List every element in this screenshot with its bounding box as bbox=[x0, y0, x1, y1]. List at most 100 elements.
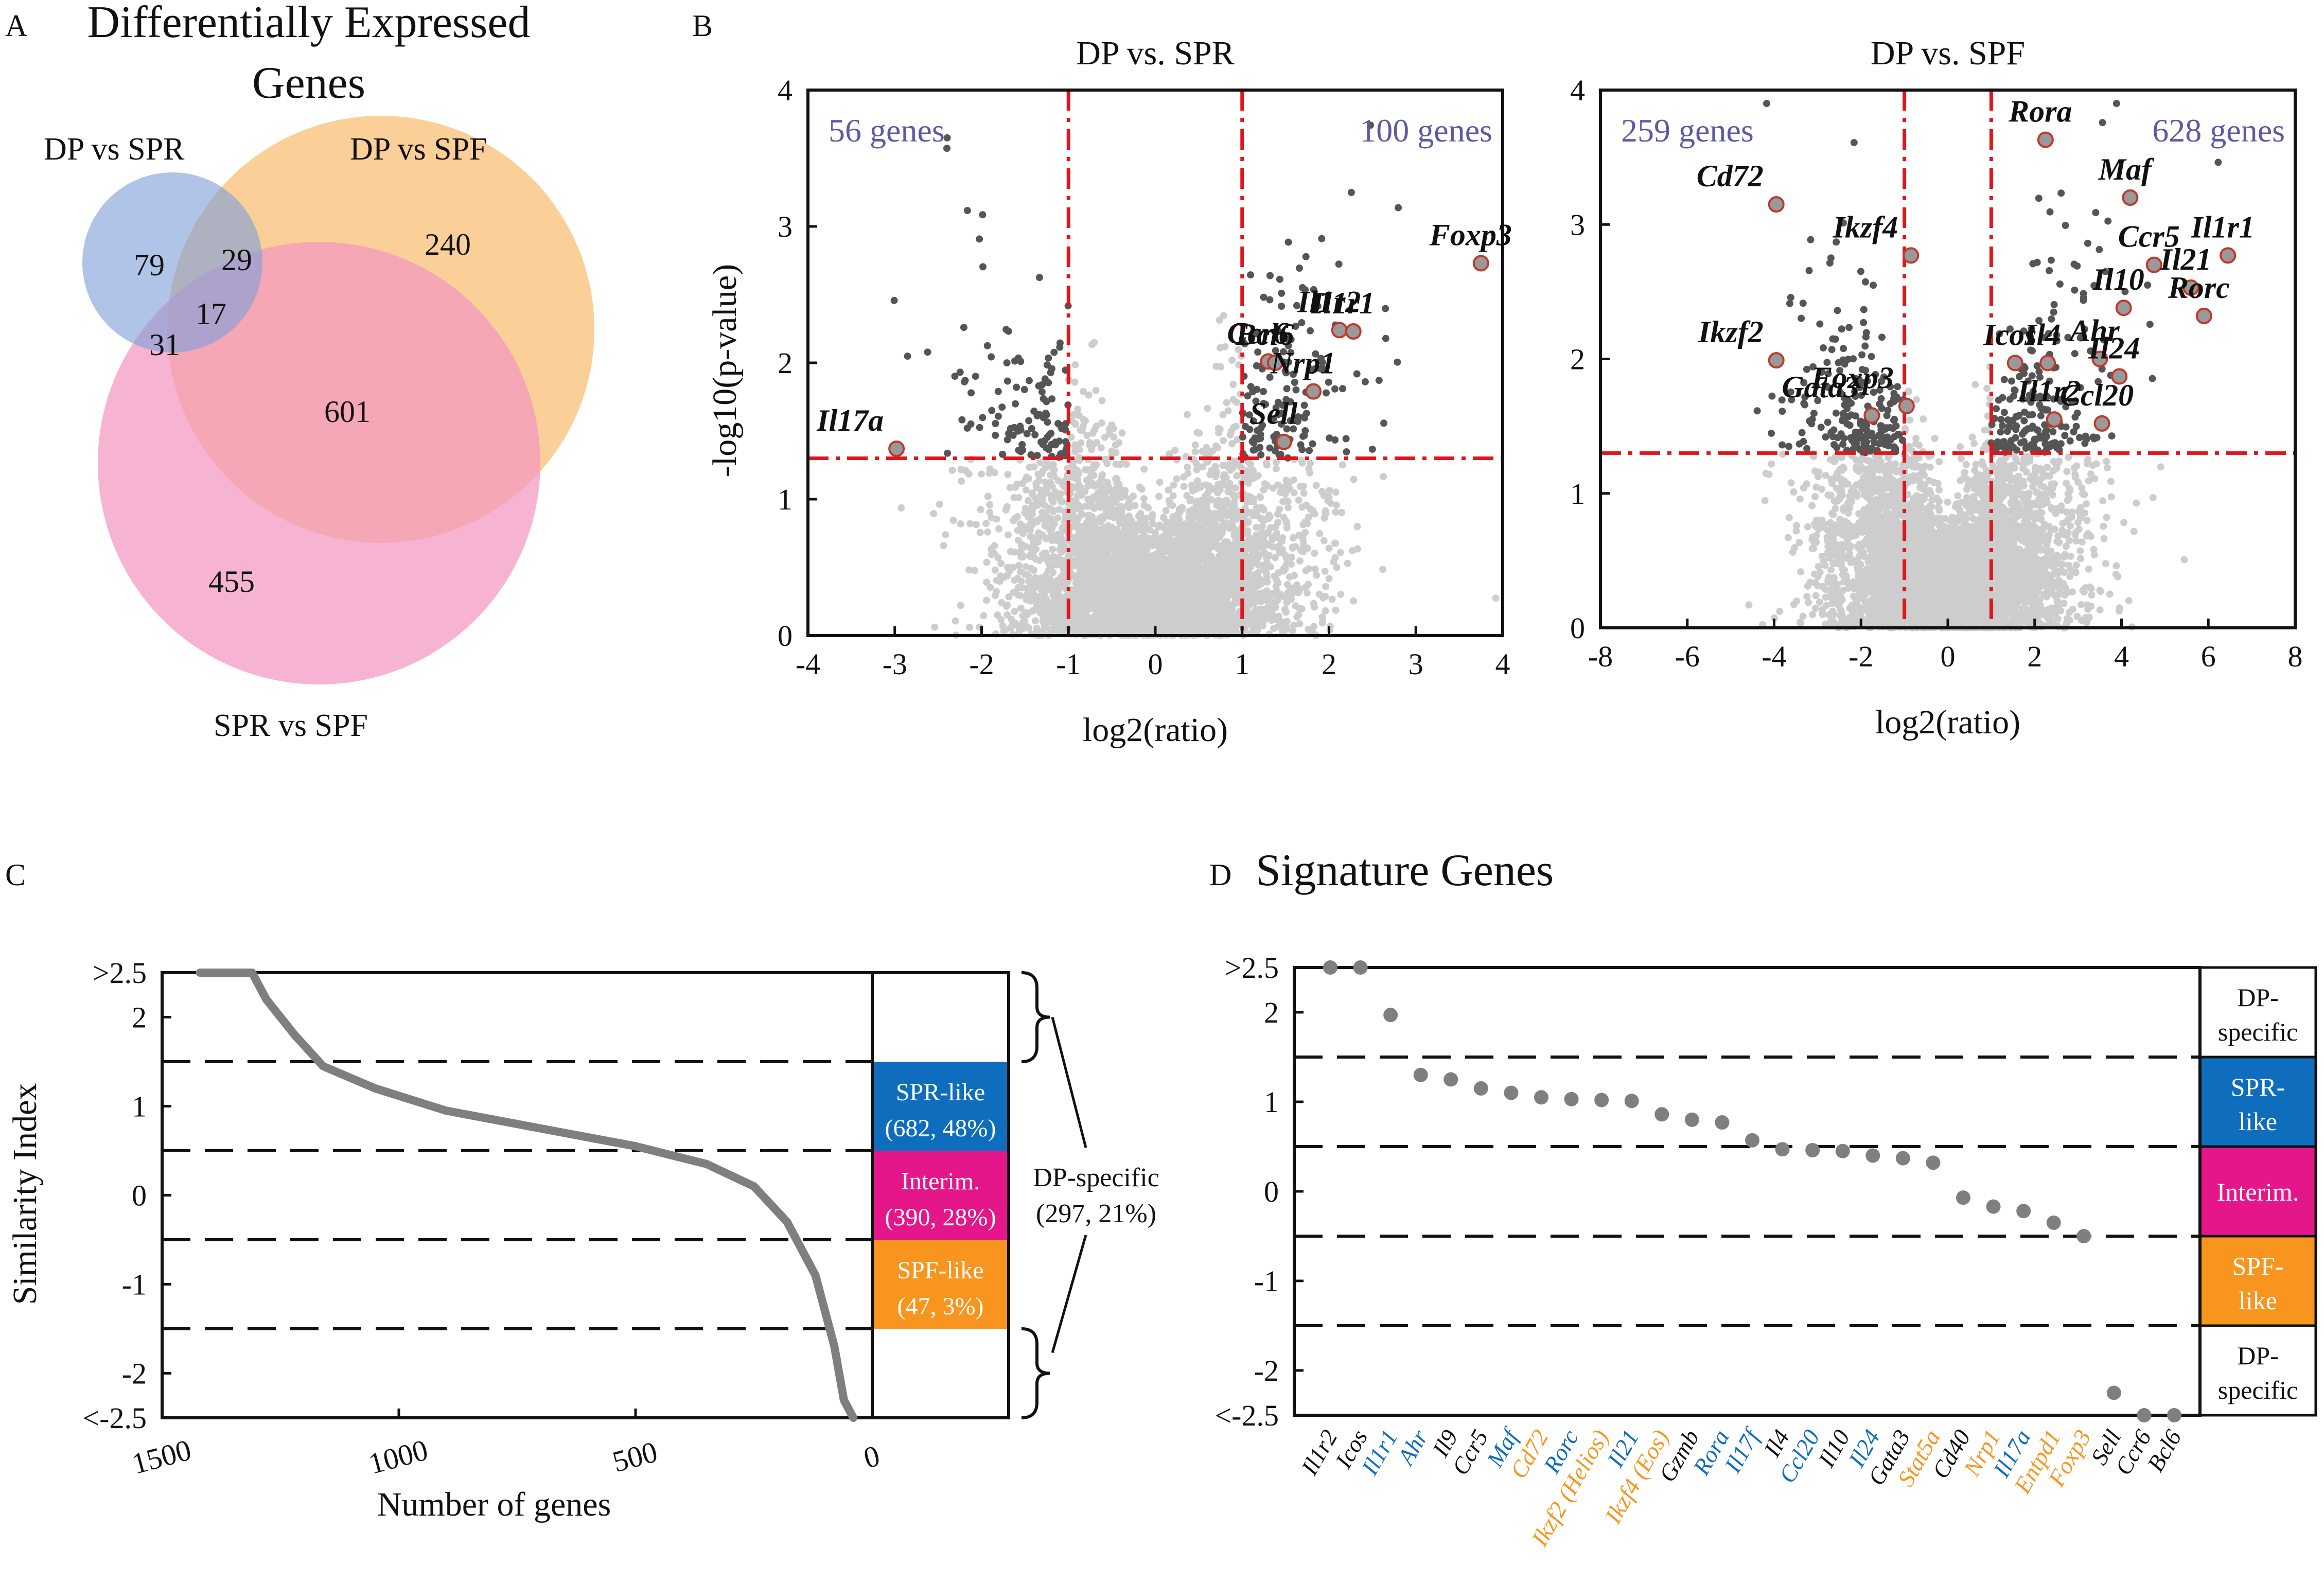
gene-point bbox=[983, 578, 991, 586]
gene-point bbox=[957, 520, 964, 527]
gene-point bbox=[1198, 590, 1206, 597]
gene-point bbox=[1246, 470, 1254, 478]
gene-point bbox=[965, 566, 973, 574]
gene-point bbox=[1194, 559, 1202, 567]
gene-point bbox=[1175, 505, 1183, 513]
gene-point bbox=[1140, 465, 1148, 473]
gene-point bbox=[1297, 456, 1305, 464]
gene-point bbox=[1098, 572, 1106, 579]
gene-point bbox=[1093, 587, 1101, 594]
gene-point bbox=[1053, 576, 1061, 584]
gene-point bbox=[1112, 441, 1119, 449]
gene-point bbox=[1083, 432, 1091, 439]
gene-point bbox=[1209, 527, 1217, 535]
gene-point bbox=[1026, 584, 1033, 592]
gene-point bbox=[1149, 511, 1156, 518]
gene-point bbox=[1116, 519, 1124, 527]
gene-point bbox=[1195, 543, 1203, 551]
gene-point bbox=[1003, 611, 1011, 619]
gene-point bbox=[1203, 497, 1210, 504]
gene-point bbox=[1228, 561, 1236, 569]
gene-point bbox=[1310, 623, 1318, 630]
gene-point bbox=[1211, 510, 1219, 518]
gene-point bbox=[1263, 578, 1271, 586]
gene-point bbox=[1045, 567, 1052, 575]
gene-point bbox=[1260, 561, 1268, 569]
gene-point bbox=[1249, 538, 1257, 546]
gene-point bbox=[1072, 535, 1080, 543]
gene-point bbox=[1295, 496, 1302, 504]
gene-point bbox=[1269, 533, 1277, 541]
gene-point bbox=[1121, 610, 1129, 618]
gene-point bbox=[1283, 524, 1291, 532]
gene-point bbox=[1140, 495, 1148, 502]
gene-point bbox=[1135, 513, 1142, 520]
gene-point bbox=[1331, 539, 1339, 547]
gene-point bbox=[984, 528, 992, 536]
gene-point bbox=[1216, 426, 1224, 433]
gene-point bbox=[1140, 605, 1148, 612]
gene-point bbox=[1338, 508, 1346, 516]
gene-point bbox=[1257, 494, 1264, 501]
gene-point bbox=[1097, 518, 1104, 525]
gene-point bbox=[1195, 501, 1202, 509]
gene-point bbox=[1305, 581, 1312, 588]
gene-point bbox=[1084, 588, 1091, 595]
gene-point bbox=[1204, 552, 1211, 560]
gene-point bbox=[1000, 627, 1008, 635]
gene-point bbox=[1017, 577, 1025, 585]
gene-point bbox=[1132, 626, 1139, 634]
venn-title-line-2: Genes bbox=[252, 58, 365, 108]
gene-point bbox=[1124, 589, 1132, 597]
gene-point bbox=[1117, 599, 1124, 607]
gene-point bbox=[1018, 551, 1026, 559]
gene-point bbox=[1003, 601, 1011, 609]
gene-point bbox=[1244, 577, 1252, 585]
gene-point bbox=[1049, 506, 1057, 514]
gene-point bbox=[1309, 507, 1317, 515]
gene-point bbox=[1310, 600, 1317, 607]
gene-point bbox=[1274, 511, 1282, 518]
significant-gene-point bbox=[1283, 385, 1291, 393]
gene-point bbox=[1102, 557, 1110, 565]
gene-point bbox=[1124, 625, 1132, 633]
venn-count-dp-spr-dp-spf: 29 bbox=[221, 243, 252, 277]
gene-point bbox=[1267, 611, 1275, 618]
venn-circle-dp-vs-spr bbox=[82, 172, 262, 353]
gene-point bbox=[1172, 528, 1180, 536]
gene-point bbox=[1160, 514, 1168, 521]
gene-point bbox=[1049, 599, 1057, 606]
gene-point bbox=[1033, 601, 1041, 608]
gene-point bbox=[1084, 482, 1092, 490]
gene-point bbox=[1246, 461, 1254, 468]
gene-point bbox=[1163, 523, 1170, 531]
gene-point bbox=[1344, 559, 1351, 567]
gene-point bbox=[1231, 617, 1239, 625]
gene-point bbox=[1379, 566, 1386, 573]
gene-point bbox=[1191, 602, 1199, 610]
gene-point bbox=[1078, 603, 1085, 610]
gene-point bbox=[1014, 591, 1022, 599]
gene-point bbox=[1154, 535, 1161, 543]
gene-point bbox=[1184, 612, 1191, 620]
gene-point bbox=[1162, 507, 1170, 515]
gene-point bbox=[1199, 612, 1206, 620]
gene-point bbox=[1299, 548, 1307, 556]
gene-point bbox=[1290, 584, 1298, 592]
gene-point bbox=[1026, 464, 1033, 471]
gene-point bbox=[1143, 616, 1151, 624]
gene-point bbox=[1026, 520, 1034, 528]
gene-point bbox=[1311, 550, 1318, 557]
gene-point bbox=[1164, 547, 1172, 555]
gene-point bbox=[1094, 491, 1101, 499]
gene-point bbox=[1115, 616, 1122, 623]
gene-point bbox=[1091, 574, 1099, 582]
gene-point bbox=[1260, 486, 1267, 494]
gene-point bbox=[1214, 602, 1222, 609]
gene-point bbox=[1226, 586, 1234, 594]
gene-point bbox=[1117, 584, 1125, 591]
gene-point bbox=[1150, 596, 1157, 604]
gene-point bbox=[1049, 498, 1057, 506]
gene-point bbox=[1022, 505, 1029, 512]
gene-point bbox=[1032, 574, 1040, 582]
